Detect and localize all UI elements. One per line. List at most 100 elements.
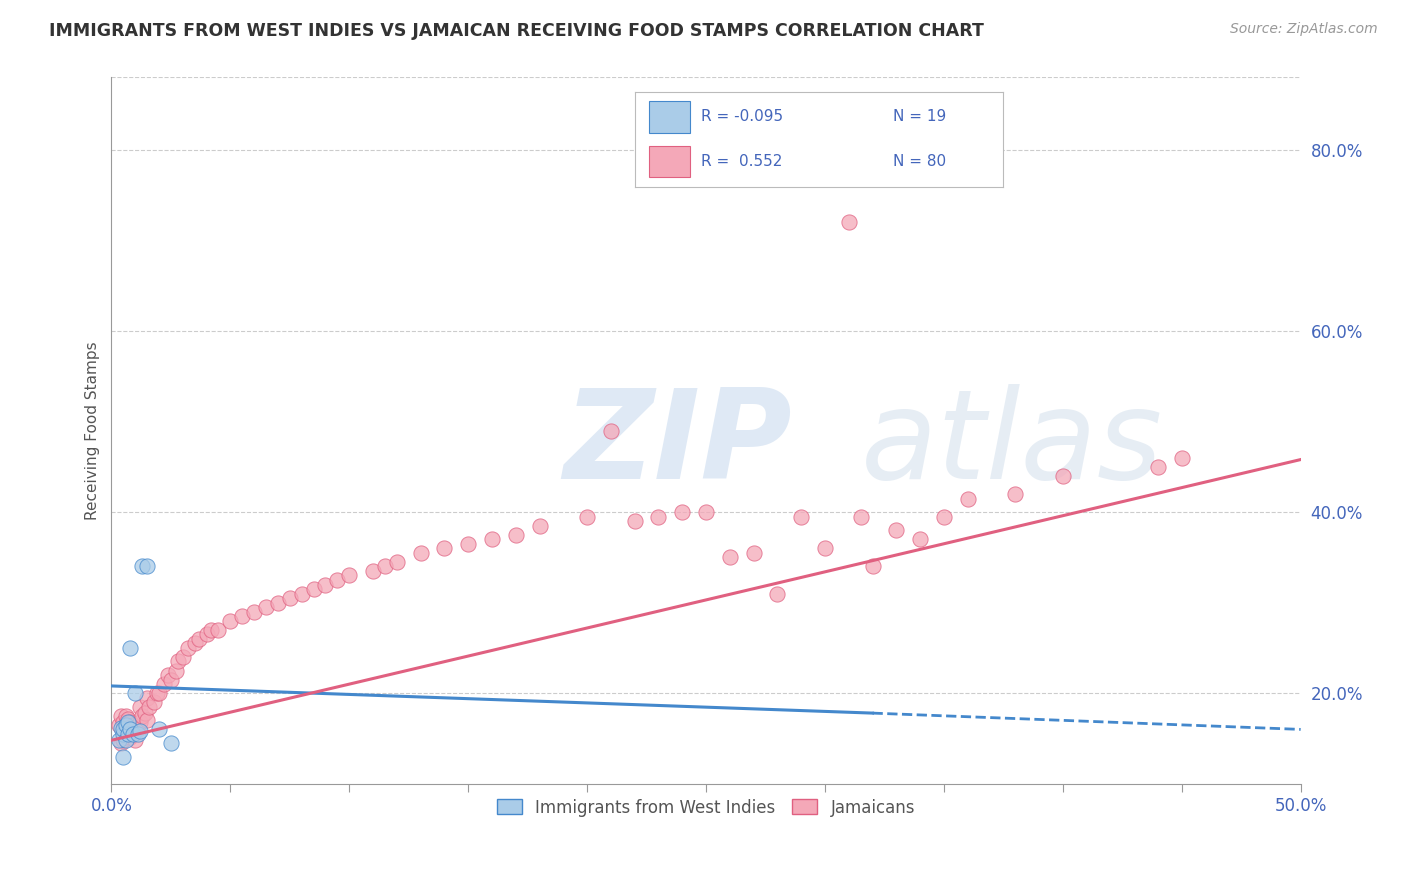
Point: [112, 749, 135, 764]
Point: [314, 577, 336, 591]
Point: [134, 706, 156, 720]
Point: [121, 718, 143, 732]
Point: [291, 586, 314, 600]
Point: [114, 718, 136, 732]
Point: [1004, 487, 1026, 501]
Point: [129, 715, 152, 730]
Point: [302, 582, 325, 596]
Point: [200, 623, 222, 637]
Point: [243, 605, 266, 619]
Point: [766, 586, 789, 600]
Point: [195, 627, 218, 641]
Point: [267, 596, 290, 610]
Point: [120, 715, 142, 730]
Point: [219, 614, 242, 628]
Point: [124, 686, 146, 700]
Point: [121, 727, 143, 741]
Point: [481, 533, 503, 547]
Point: [107, 718, 129, 732]
Text: ZIP: ZIP: [564, 384, 792, 505]
Point: [129, 699, 152, 714]
Point: [1170, 450, 1192, 465]
Point: [157, 668, 180, 682]
Point: [127, 723, 149, 737]
Point: [167, 655, 190, 669]
Point: [932, 509, 955, 524]
Point: [908, 533, 931, 547]
Point: [136, 690, 159, 705]
Point: [131, 708, 153, 723]
Text: Source: ZipAtlas.com: Source: ZipAtlas.com: [1230, 22, 1378, 37]
Point: [849, 509, 872, 524]
Point: [231, 609, 253, 624]
Text: IMMIGRANTS FROM WEST INDIES VS JAMAICAN RECEIVING FOOD STAMPS CORRELATION CHART: IMMIGRANTS FROM WEST INDIES VS JAMAICAN …: [49, 22, 984, 40]
Point: [112, 715, 135, 730]
Point: [136, 714, 159, 728]
Text: atlas: atlas: [860, 384, 1163, 505]
Point: [1052, 468, 1074, 483]
Point: [152, 677, 174, 691]
Point: [112, 723, 135, 737]
Point: [862, 559, 884, 574]
Point: [742, 546, 765, 560]
Point: [114, 708, 136, 723]
Point: [110, 721, 132, 735]
Point: [814, 541, 837, 556]
Point: [790, 509, 813, 524]
Point: [172, 650, 194, 665]
Point: [117, 715, 139, 730]
Point: [207, 623, 229, 637]
Point: [718, 550, 741, 565]
Point: [148, 686, 170, 700]
Point: [131, 559, 153, 574]
Point: [183, 636, 205, 650]
Point: [143, 695, 166, 709]
Point: [695, 505, 717, 519]
Point: [361, 564, 384, 578]
Point: [120, 730, 142, 744]
Point: [124, 721, 146, 735]
Point: [138, 699, 160, 714]
Point: [576, 509, 599, 524]
Point: [114, 727, 136, 741]
Point: [385, 555, 408, 569]
Point: [278, 591, 301, 606]
Point: [457, 537, 479, 551]
Point: [120, 723, 142, 737]
Point: [117, 727, 139, 741]
Point: [136, 559, 159, 574]
Point: [647, 509, 669, 524]
Point: [623, 514, 645, 528]
Point: [127, 727, 149, 741]
Point: [671, 505, 693, 519]
Point: [254, 600, 277, 615]
Point: [337, 568, 360, 582]
Point: [599, 424, 621, 438]
Point: [112, 727, 135, 741]
Point: [374, 559, 396, 574]
Point: [165, 664, 187, 678]
Point: [838, 215, 860, 229]
Point: [110, 736, 132, 750]
Point: [1147, 459, 1170, 474]
Point: [176, 640, 198, 655]
Point: [433, 541, 456, 556]
Point: [112, 733, 135, 747]
Point: [409, 546, 432, 560]
Point: [160, 673, 183, 687]
Point: [120, 640, 142, 655]
Point: [110, 708, 132, 723]
Point: [114, 733, 136, 747]
Point: [107, 733, 129, 747]
Point: [956, 491, 979, 506]
Point: [117, 712, 139, 726]
Point: [326, 573, 349, 587]
Y-axis label: Receiving Food Stamps: Receiving Food Stamps: [86, 342, 100, 520]
Point: [145, 686, 167, 700]
Point: [129, 724, 152, 739]
Point: [884, 523, 907, 537]
Point: [124, 733, 146, 747]
Point: [529, 518, 551, 533]
Point: [505, 527, 527, 541]
Point: [117, 731, 139, 746]
